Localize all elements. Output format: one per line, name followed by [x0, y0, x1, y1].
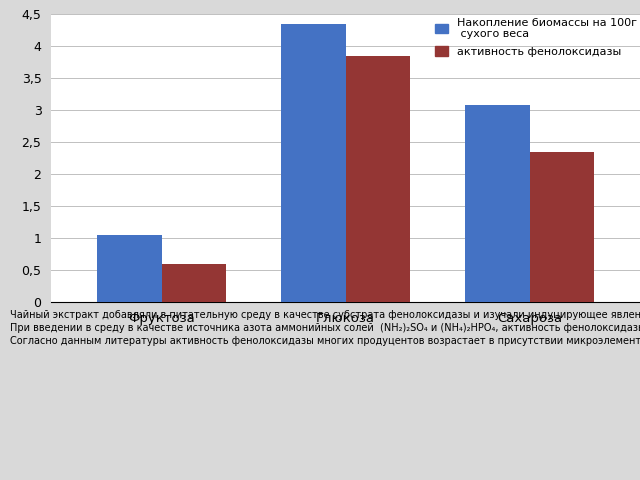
Bar	[346, 56, 410, 302]
Bar	[161, 264, 226, 302]
Bar	[529, 152, 594, 302]
Bar	[97, 235, 161, 302]
Bar	[465, 105, 529, 302]
Text: Чайный экстракт добавляли в питательную среду в качестве субстрата фенолоксидазы: Чайный экстракт добавляли в питательную …	[10, 310, 640, 346]
Legend: Накопление биомассы на 100г
 сухого веса, активность фенолоксидазы: Накопление биомассы на 100г сухого веса,…	[431, 14, 640, 60]
Bar	[281, 24, 346, 302]
